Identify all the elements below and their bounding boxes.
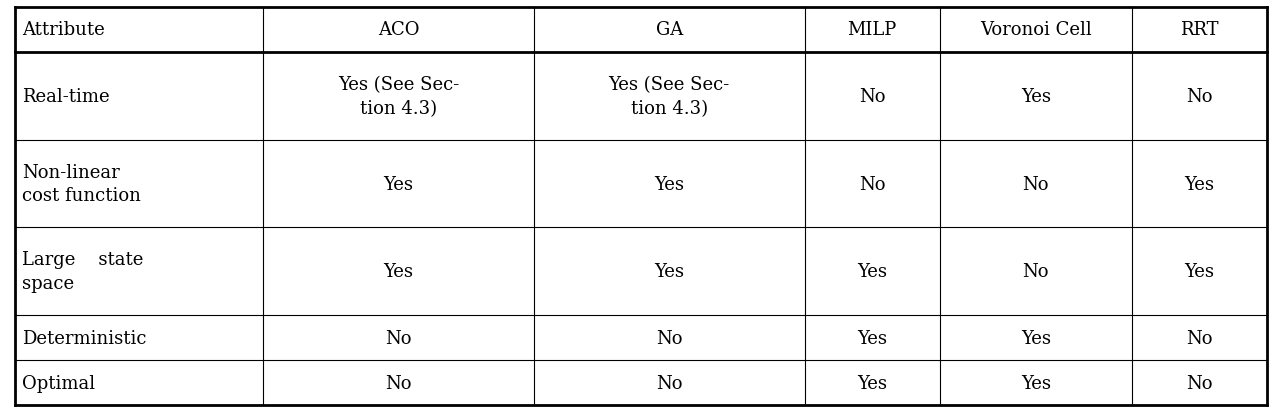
Text: No: No <box>1186 88 1213 106</box>
Text: No: No <box>656 374 682 392</box>
Text: RRT: RRT <box>1179 21 1219 39</box>
Text: Yes (See Sec-
tion 4.3): Yes (See Sec- tion 4.3) <box>609 76 729 117</box>
Text: No: No <box>859 175 886 193</box>
Text: ACO: ACO <box>378 21 419 39</box>
Text: No: No <box>1023 263 1049 280</box>
Text: MILP: MILP <box>847 21 897 39</box>
Text: Yes: Yes <box>1185 263 1214 280</box>
Text: Real-time: Real-time <box>22 88 110 106</box>
Text: No: No <box>859 88 886 106</box>
Text: No: No <box>1186 329 1213 347</box>
Text: Yes: Yes <box>1020 374 1051 392</box>
Text: No: No <box>1186 374 1213 392</box>
Text: Yes: Yes <box>858 329 887 347</box>
Text: GA: GA <box>655 21 683 39</box>
Text: Voronoi Cell: Voronoi Cell <box>979 21 1092 39</box>
Text: Large    state
space: Large state space <box>22 251 144 292</box>
Text: Yes (See Sec-
tion 4.3): Yes (See Sec- tion 4.3) <box>338 76 459 117</box>
Text: No: No <box>386 374 412 392</box>
Text: Yes: Yes <box>1185 175 1214 193</box>
Text: No: No <box>1023 175 1049 193</box>
Text: Yes: Yes <box>654 263 685 280</box>
Text: No: No <box>386 329 412 347</box>
Text: Attribute: Attribute <box>22 21 105 39</box>
Text: Yes: Yes <box>1020 88 1051 106</box>
Text: Yes: Yes <box>383 263 414 280</box>
Text: No: No <box>656 329 682 347</box>
Text: Yes: Yes <box>383 175 414 193</box>
Text: Yes: Yes <box>1020 329 1051 347</box>
Text: Yes: Yes <box>858 374 887 392</box>
Text: Optimal: Optimal <box>22 374 95 392</box>
Text: Non-linear
cost function: Non-linear cost function <box>22 163 141 205</box>
Text: Yes: Yes <box>654 175 685 193</box>
Text: Yes: Yes <box>858 263 887 280</box>
Text: Deterministic: Deterministic <box>22 329 146 347</box>
